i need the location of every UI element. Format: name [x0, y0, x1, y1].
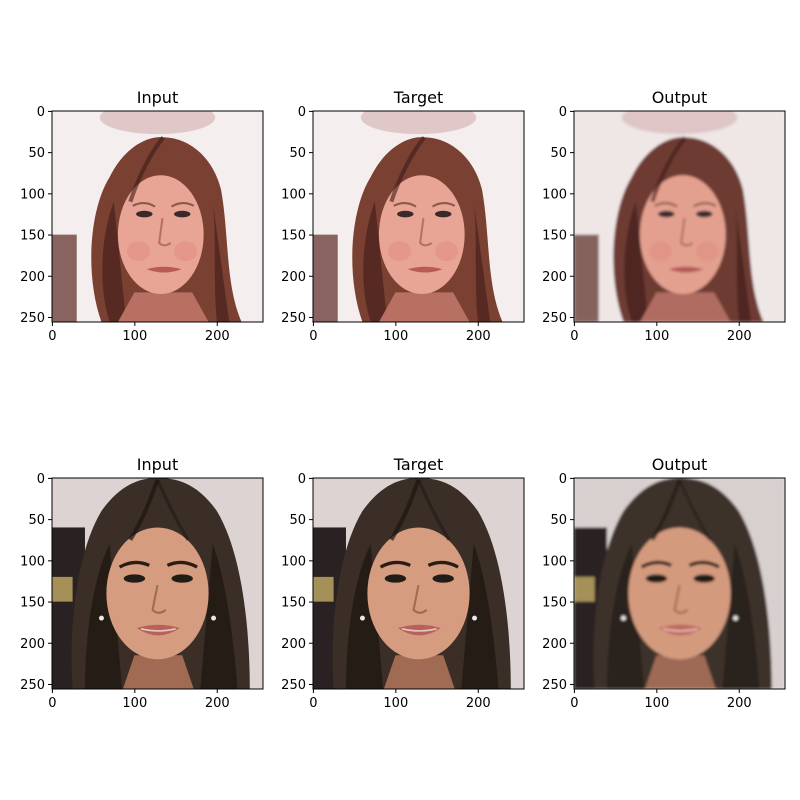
x-tick-label: 0 [48, 696, 56, 711]
subplot-title: Output [652, 455, 708, 474]
subplot-2-2: Target 0 100 200 0 50 100 150 200 250 [281, 455, 525, 711]
y-tick-label: 250 [542, 678, 567, 693]
y-tick-label: 150 [281, 229, 306, 244]
y-tick-label: 250 [542, 311, 567, 326]
x-tick-label: 100 [644, 696, 669, 711]
y-tick-label: 0 [298, 472, 306, 487]
y-tick-label: 250 [281, 311, 306, 326]
y-tick-label: 100 [281, 187, 306, 202]
y-tick-label: 0 [37, 472, 45, 487]
x-tick-label: 0 [309, 329, 317, 344]
y-tick-label: 150 [542, 229, 567, 244]
subplot-title: Target [393, 88, 444, 107]
y-tick-label: 50 [28, 513, 45, 528]
y-tick-label: 150 [281, 596, 306, 611]
x-tick-label: 0 [570, 696, 578, 711]
subplot-title: Target [393, 455, 444, 474]
subplot-2-3: Output 0 100 200 0 50 100 150 200 250 [542, 455, 786, 711]
face-image [574, 111, 785, 322]
x-tick-label: 0 [48, 329, 56, 344]
axes-frame [573, 477, 786, 690]
y-tick-label: 250 [20, 311, 45, 326]
subplot-title: Input [137, 88, 178, 107]
y-tick-label: 200 [542, 637, 567, 652]
x-tick-label: 200 [205, 329, 230, 344]
y-tick-label: 50 [550, 146, 567, 161]
y-tick-label: 50 [289, 513, 306, 528]
y-tick-label: 50 [289, 146, 306, 161]
y-tick-label: 200 [20, 637, 45, 652]
axes-frame [312, 110, 525, 323]
face-image [52, 478, 263, 689]
axes-frame [51, 110, 264, 323]
face-image [574, 478, 785, 689]
axes-frame [573, 110, 786, 323]
y-tick-label: 0 [559, 472, 567, 487]
x-tick-label: 0 [309, 696, 317, 711]
x-tick-label: 0 [570, 329, 578, 344]
x-tick-label: 200 [466, 329, 491, 344]
x-tick-label: 100 [122, 696, 147, 711]
face-image [313, 478, 524, 689]
axes-frame [51, 477, 264, 690]
y-tick-label: 150 [20, 596, 45, 611]
x-tick-label: 100 [383, 696, 408, 711]
y-tick-label: 200 [542, 270, 567, 285]
axes-frame [312, 477, 525, 690]
y-tick-label: 200 [281, 270, 306, 285]
y-tick-label: 200 [20, 270, 45, 285]
y-tick-label: 250 [20, 678, 45, 693]
y-tick-label: 100 [542, 554, 567, 569]
y-tick-label: 250 [281, 678, 306, 693]
face-image [313, 111, 524, 322]
subplot-1-1: Input 0 100 200 0 50 100 150 200 250 [20, 88, 264, 344]
y-tick-label: 50 [28, 146, 45, 161]
subplot-1-2: Target 0 100 200 0 50 100 150 200 250 [281, 88, 525, 344]
y-tick-label: 200 [281, 637, 306, 652]
y-tick-label: 0 [298, 105, 306, 120]
x-tick-label: 200 [727, 696, 752, 711]
y-tick-label: 150 [20, 229, 45, 244]
y-tick-label: 100 [20, 187, 45, 202]
y-tick-label: 0 [37, 105, 45, 120]
y-tick-label: 100 [20, 554, 45, 569]
subplot-2-1: Input 0 100 200 0 50 100 150 200 250 [20, 455, 264, 711]
face-image [52, 111, 263, 322]
x-tick-label: 100 [644, 329, 669, 344]
x-tick-label: 100 [122, 329, 147, 344]
y-tick-label: 100 [281, 554, 306, 569]
subplot-1-3: Output 0 100 200 0 50 100 150 200 250 [542, 88, 786, 344]
subplot-title: Input [137, 455, 178, 474]
subplot-title: Output [652, 88, 708, 107]
x-tick-label: 200 [205, 696, 230, 711]
y-tick-label: 150 [542, 596, 567, 611]
y-tick-label: 50 [550, 513, 567, 528]
x-tick-label: 100 [383, 329, 408, 344]
y-tick-label: 0 [559, 105, 567, 120]
y-tick-label: 100 [542, 187, 567, 202]
x-tick-label: 200 [466, 696, 491, 711]
x-tick-label: 200 [727, 329, 752, 344]
